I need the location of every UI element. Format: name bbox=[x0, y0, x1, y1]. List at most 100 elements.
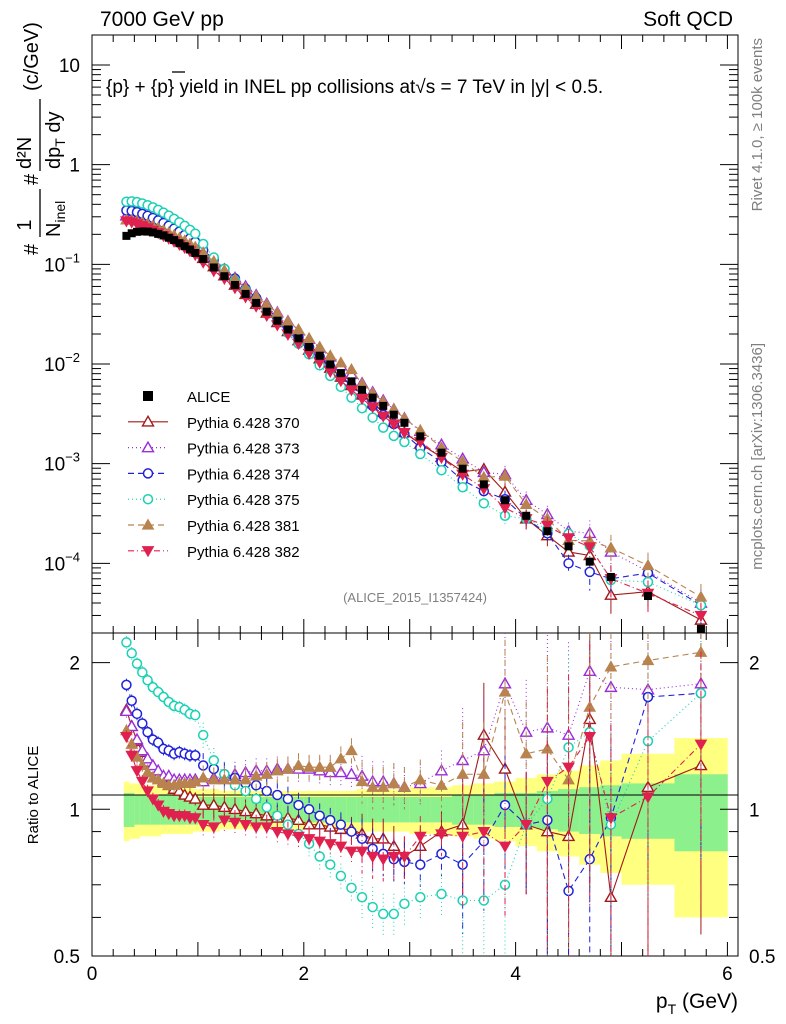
legend-entry: ALICE bbox=[143, 389, 230, 406]
ratio-data-point bbox=[456, 767, 470, 779]
main-data-point bbox=[643, 592, 652, 601]
main-data-point bbox=[270, 306, 284, 318]
legend-label: Pythia 6.428 374 bbox=[187, 466, 300, 483]
main-data-point bbox=[436, 464, 447, 476]
band-stat-bin bbox=[150, 794, 156, 825]
legend: ALICE Pythia 6.428 370 Pythia 6.428 373 Pyt… bbox=[128, 389, 300, 561]
ratio-data-point bbox=[281, 829, 295, 841]
ratio-data-point bbox=[477, 826, 491, 839]
ratio-data-point bbox=[197, 729, 209, 741]
main-data-point bbox=[457, 481, 468, 493]
ratio-data-point bbox=[313, 836, 327, 848]
ratio-data-point bbox=[325, 859, 336, 870]
ratio-data-point bbox=[239, 820, 252, 832]
ratio-data-point bbox=[218, 773, 231, 785]
ratio-data-point bbox=[376, 780, 390, 792]
legend-marker bbox=[143, 391, 153, 401]
ratio-data-point bbox=[583, 731, 597, 744]
main-data-point bbox=[519, 497, 533, 510]
band-stat-bin bbox=[129, 793, 135, 827]
main-data-point bbox=[367, 412, 378, 423]
legend-entry: Pythia 6.428 375 bbox=[128, 492, 300, 509]
ratio-data-point bbox=[142, 674, 153, 686]
main-data-point bbox=[389, 410, 398, 419]
y-axis-dsub: T bbox=[52, 138, 68, 147]
ratio-data-point bbox=[415, 859, 426, 870]
main-data-point bbox=[283, 325, 292, 334]
main-series-group bbox=[119, 196, 708, 639]
main-data-point bbox=[606, 572, 615, 581]
ratio-data-point bbox=[388, 908, 400, 920]
band-stat-bin bbox=[356, 796, 368, 823]
band-stat-bin bbox=[399, 796, 411, 823]
main-data-point bbox=[133, 227, 142, 236]
main-data-point bbox=[336, 369, 345, 378]
band-stat-bin bbox=[192, 794, 199, 825]
svg-text:#: # bbox=[21, 243, 43, 255]
main-data-point bbox=[604, 541, 618, 553]
ratio-data-point bbox=[456, 831, 470, 843]
band-stat-bin bbox=[187, 794, 193, 825]
main-data-point bbox=[377, 422, 389, 433]
legend-entry: Pythia 6.428 370 bbox=[128, 415, 300, 432]
y-axis-one: 1 bbox=[14, 219, 36, 230]
band-stat-bin bbox=[335, 796, 347, 823]
main-data-point bbox=[159, 231, 168, 240]
ratio-data-point bbox=[366, 851, 380, 864]
ratio-data-point bbox=[137, 667, 148, 678]
ratio-data-point bbox=[376, 854, 390, 866]
main-data-point bbox=[694, 610, 708, 622]
ratio-series-line bbox=[125, 651, 702, 788]
ratio-data-point bbox=[292, 758, 305, 771]
y-tick-label: 10−2 bbox=[44, 350, 80, 376]
main-data-point bbox=[355, 393, 369, 406]
main-data-point bbox=[641, 559, 655, 571]
main-data-point bbox=[564, 542, 573, 551]
ratio-y-axis-title: Ratio to ALICE bbox=[25, 746, 42, 844]
main-data-point bbox=[562, 533, 575, 545]
ratio-data-point bbox=[190, 709, 201, 721]
ratio-data-point bbox=[126, 648, 137, 659]
main-data-point bbox=[583, 542, 597, 554]
ratio-data-point bbox=[377, 908, 389, 920]
ratio-data-point bbox=[498, 841, 512, 853]
x-axis-unit: (GeV) bbox=[676, 990, 738, 1013]
band-stat-bin bbox=[139, 794, 146, 825]
ratio-data-point bbox=[436, 888, 447, 900]
main-data-point bbox=[400, 418, 409, 427]
main-data-point bbox=[273, 316, 282, 325]
main-data-point bbox=[356, 402, 368, 414]
ratio-data-point bbox=[366, 780, 380, 792]
ratio-data-point bbox=[302, 760, 316, 772]
ratio-data-point bbox=[334, 752, 348, 764]
main-series-alice bbox=[122, 227, 705, 633]
main-data-point bbox=[584, 566, 595, 578]
y-tick-label: 10−4 bbox=[44, 549, 80, 575]
main-data-point bbox=[154, 229, 163, 238]
x-tick-label: 6 bbox=[722, 964, 733, 985]
ratio-data-point bbox=[435, 829, 448, 841]
ratio-data-point bbox=[260, 767, 274, 779]
main-data-point bbox=[563, 558, 574, 569]
ratio-data-point bbox=[335, 819, 347, 830]
legend-label: ALICE bbox=[187, 389, 230, 406]
ratio-data-point bbox=[398, 851, 411, 864]
y-axis-title: # 1 Ninel # d²N dpT dy (c/GeV) bbox=[14, 22, 68, 255]
main-series-line bbox=[126, 200, 702, 606]
ratio-data-point bbox=[196, 771, 210, 783]
ratio-data-point bbox=[303, 804, 315, 815]
y-axis-hash2: # bbox=[21, 173, 43, 185]
main-data-point bbox=[262, 307, 271, 316]
legend-label: Pythia 6.428 382 bbox=[187, 544, 300, 561]
ratio-data-point bbox=[137, 718, 148, 729]
ratio-data-point bbox=[121, 679, 132, 691]
main-data-point bbox=[398, 427, 411, 440]
ratio-data-point bbox=[399, 898, 410, 910]
main-data-point bbox=[122, 231, 131, 240]
main-data-point bbox=[230, 281, 239, 290]
main-data-point bbox=[313, 340, 327, 352]
legend-entry: Pythia 6.428 373 bbox=[128, 441, 300, 458]
energy-label: 7000 GeV pp bbox=[100, 8, 224, 31]
ratio-data-point bbox=[249, 769, 263, 781]
